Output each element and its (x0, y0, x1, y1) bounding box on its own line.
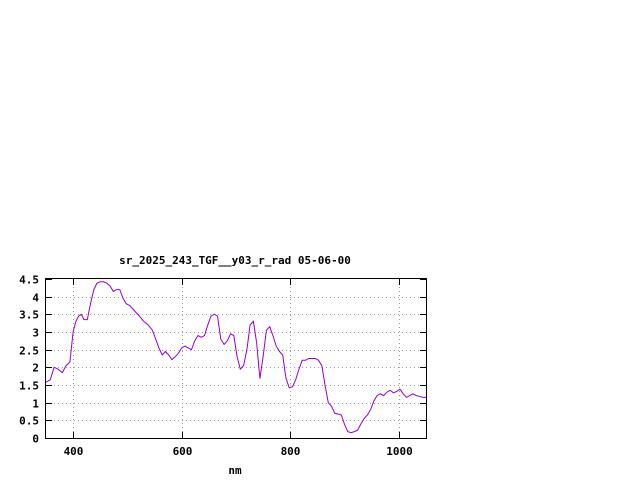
y-tick-label: 0 (32, 433, 39, 446)
x-tick-label: 600 (173, 445, 193, 458)
x-tick-label: 800 (281, 445, 301, 458)
series-layer (45, 281, 426, 434)
chart-title: sr_2025_243_TGF__y03_r_rad 05-06-00 (119, 254, 351, 267)
y-tick-label: 1 (32, 398, 39, 411)
x-tick-label: 400 (64, 445, 84, 458)
x-axis-label: nm (228, 464, 242, 477)
series-line (45, 281, 426, 434)
y-tick-label: 2 (32, 362, 39, 375)
y-tick-label: 0.5 (19, 415, 39, 428)
tick-layer: 400 600 800 1000 0 0.5 1 1.5 2 2.5 3 3.5 4 4.5 (19, 274, 426, 458)
y-tick-label: 4 (32, 292, 39, 305)
plot-frame (45, 278, 427, 439)
y-tick-label: 3.5 (19, 309, 39, 322)
y-tick-label: 2.5 (19, 345, 39, 358)
y-tick-label: 3 (32, 327, 39, 340)
y-tick-label: 1.5 (19, 380, 39, 393)
grid-layer (46, 279, 426, 438)
x-tick-label: 1000 (386, 445, 413, 458)
y-tick-label: 4.5 (19, 274, 39, 287)
